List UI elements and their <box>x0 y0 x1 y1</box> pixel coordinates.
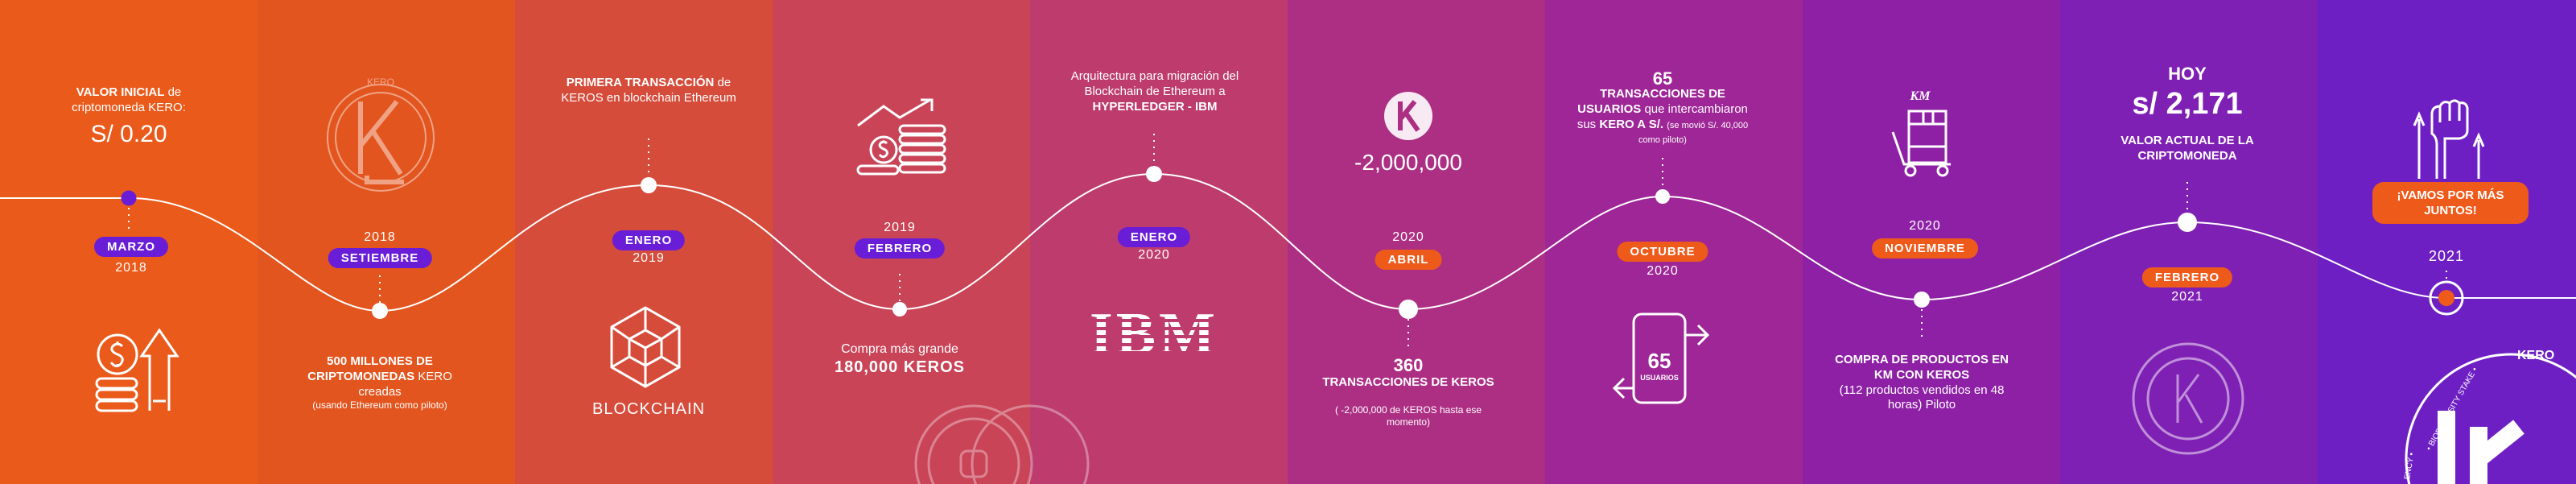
event-9-value: s/ 2,171 <box>2132 87 2243 121</box>
event-3-title-bold: PRIMERA TRANSACCIÓN <box>566 76 715 89</box>
event-5-desc-bold: HYPERLEDGER - IBM <box>1092 99 1218 114</box>
raised-fist-icon <box>2413 99 2485 179</box>
event-7-title-rest: que intercambiaron sus <box>1577 101 1748 131</box>
event-1-month: MARZO <box>94 237 168 257</box>
event-4-desc: Compra más grande <box>841 342 958 356</box>
event-2-year: 2018 <box>364 230 396 244</box>
event-4-value: 180,000 KEROS <box>835 358 965 376</box>
event-4-year: 2019 <box>884 221 916 234</box>
event-8-month: NOVIEMBRE <box>1872 238 1978 259</box>
event-2-month: SETIEMBRE <box>328 248 432 268</box>
event-7-count: 65 <box>1652 68 1673 89</box>
marker-7 <box>1655 189 1670 204</box>
event-2-desc: 500 MILLONES DE CRIPTOMONEDAS KERO cread… <box>291 354 468 412</box>
event-7-phone-label: USUARIOS <box>1640 374 1679 382</box>
event-5-month: ENERO <box>1117 227 1191 247</box>
event-7-month: OCTUBRE <box>1617 242 1708 262</box>
band-9 <box>2060 0 2318 484</box>
event-1-value: S/ 0.20 <box>90 121 167 147</box>
kero-seal-icon: KERO <box>327 77 435 192</box>
event-8-title: COMPRA DE PRODUCTOS EN KM CON KEROS (112… <box>1833 353 2010 413</box>
event-3-title-rest: de KEROS en blockchain Ethereum <box>561 76 736 105</box>
marker-3 <box>641 177 657 193</box>
event-5-desc-text: Arquitectura para migración del Blockcha… <box>1070 69 1239 98</box>
coins-growth-icon <box>856 98 946 176</box>
event-1-title: VALOR INICIAL de criptomoneda KERO: <box>48 85 209 116</box>
timeline-curve <box>0 172 2576 312</box>
event-6-value: -2,000,000 <box>1354 150 1462 175</box>
event-6-year: 2020 <box>1392 230 1424 244</box>
event-1-year: 2018 <box>115 261 147 275</box>
event-5-desc: Arquitectura para migración del Blockcha… <box>1070 69 1239 114</box>
marker-2 <box>372 303 388 319</box>
event-6-count: 360 <box>1393 355 1424 375</box>
event-1-title-bold: VALOR INICIAL <box>76 85 165 99</box>
event-5-year: 2020 <box>1138 248 1170 262</box>
event-3-label: BLOCKCHAIN <box>591 400 706 418</box>
svg-text:KERO: KERO <box>367 77 394 88</box>
phone-exchange-icon <box>1612 312 1710 404</box>
band-6 <box>1288 0 1545 484</box>
event-8-year: 2020 <box>1909 219 1941 233</box>
event-10-brand: KERO <box>2517 349 2554 362</box>
event-1-title-rest: de criptomoneda KERO: <box>72 85 186 114</box>
blockchain-cube-icon <box>610 306 681 388</box>
marker-8 <box>1914 292 1930 308</box>
marker-5 <box>1146 166 1162 182</box>
event-7-title-note: (se movió S/. 40,000 como piloto) <box>1638 120 1749 146</box>
marker-9 <box>2178 213 2197 232</box>
event-9-month: FEBRERO <box>2141 267 2233 288</box>
event-9-title: VALOR ACTUAL DE LA CRIPTOMONEDA <box>2121 134 2254 163</box>
event-3-title: PRIMERA TRANSACCIÓN de KEROS en blockcha… <box>560 76 737 106</box>
event-10-year: 2021 <box>2428 248 2465 264</box>
event-3-month: ENERO <box>612 230 686 250</box>
event-6-count-label: TRANSACCIONES DE KEROS <box>1322 375 1494 389</box>
band-10 <box>2318 0 2576 484</box>
connectors <box>128 134 2447 346</box>
marker-10-inner <box>2438 290 2454 306</box>
event-4-month: FEBRERO <box>854 238 946 259</box>
event-7-title: TRANSACCIONES DE USUARIOS que intercambi… <box>1574 87 1751 147</box>
event-7-year: 2020 <box>1647 264 1679 278</box>
marker-10-outer <box>2429 280 2464 316</box>
ibm-logo-text: IBM <box>1090 304 1226 364</box>
kero-brand-watermark: KERO • BIODIVERSITY STAKE • ENCY • <box>2403 349 2576 484</box>
event-9-year: 2021 <box>2171 290 2203 304</box>
event-2-note: (usando Ethereum como piloto) <box>312 399 447 412</box>
event-9-hoy: HOY <box>2168 64 2207 84</box>
marker-1 <box>121 190 137 206</box>
coin-watermark-icon <box>914 404 1090 484</box>
marker-6 <box>1399 300 1418 319</box>
km-cart-label: KM <box>1910 89 1931 103</box>
band-2 <box>258 0 515 484</box>
event-2-desc-bold: 500 MILLONES DE CRIPTOMONEDAS <box>307 354 433 383</box>
km-cart-icon: KM <box>1891 89 1951 177</box>
coins-arrow-icon <box>95 328 179 412</box>
event-10-cta: ¡VAMOS POR MÁS JUNTOS! <box>2372 182 2529 224</box>
event-2-desc-rest: KERO creadas <box>358 369 452 399</box>
event-7-title-bold: TRANSACCIONES DE USUARIOS <box>1577 87 1725 116</box>
event-3-year: 2019 <box>633 251 665 265</box>
event-6-month: ABRIL <box>1375 250 1442 270</box>
kero-badge-icon <box>1384 92 1432 140</box>
ibm-logo-icon: IBM <box>1090 304 1226 364</box>
event-7-title-bold2: KERO A S/. <box>1599 117 1664 131</box>
event-7-phone-count: 65 <box>1647 349 1671 373</box>
event-8-title-bold: COMPRA DE PRODUCTOS EN KM CON KEROS <box>1835 353 2009 382</box>
kero-coin-icon <box>2132 342 2244 455</box>
event-6-note: ( -2,000,000 de KEROS hasta ese momento) <box>1334 404 1482 428</box>
marker-4 <box>892 302 907 316</box>
event-8-title-rest: (112 productos vendidos en 48 horas) Pil… <box>1839 383 2005 412</box>
